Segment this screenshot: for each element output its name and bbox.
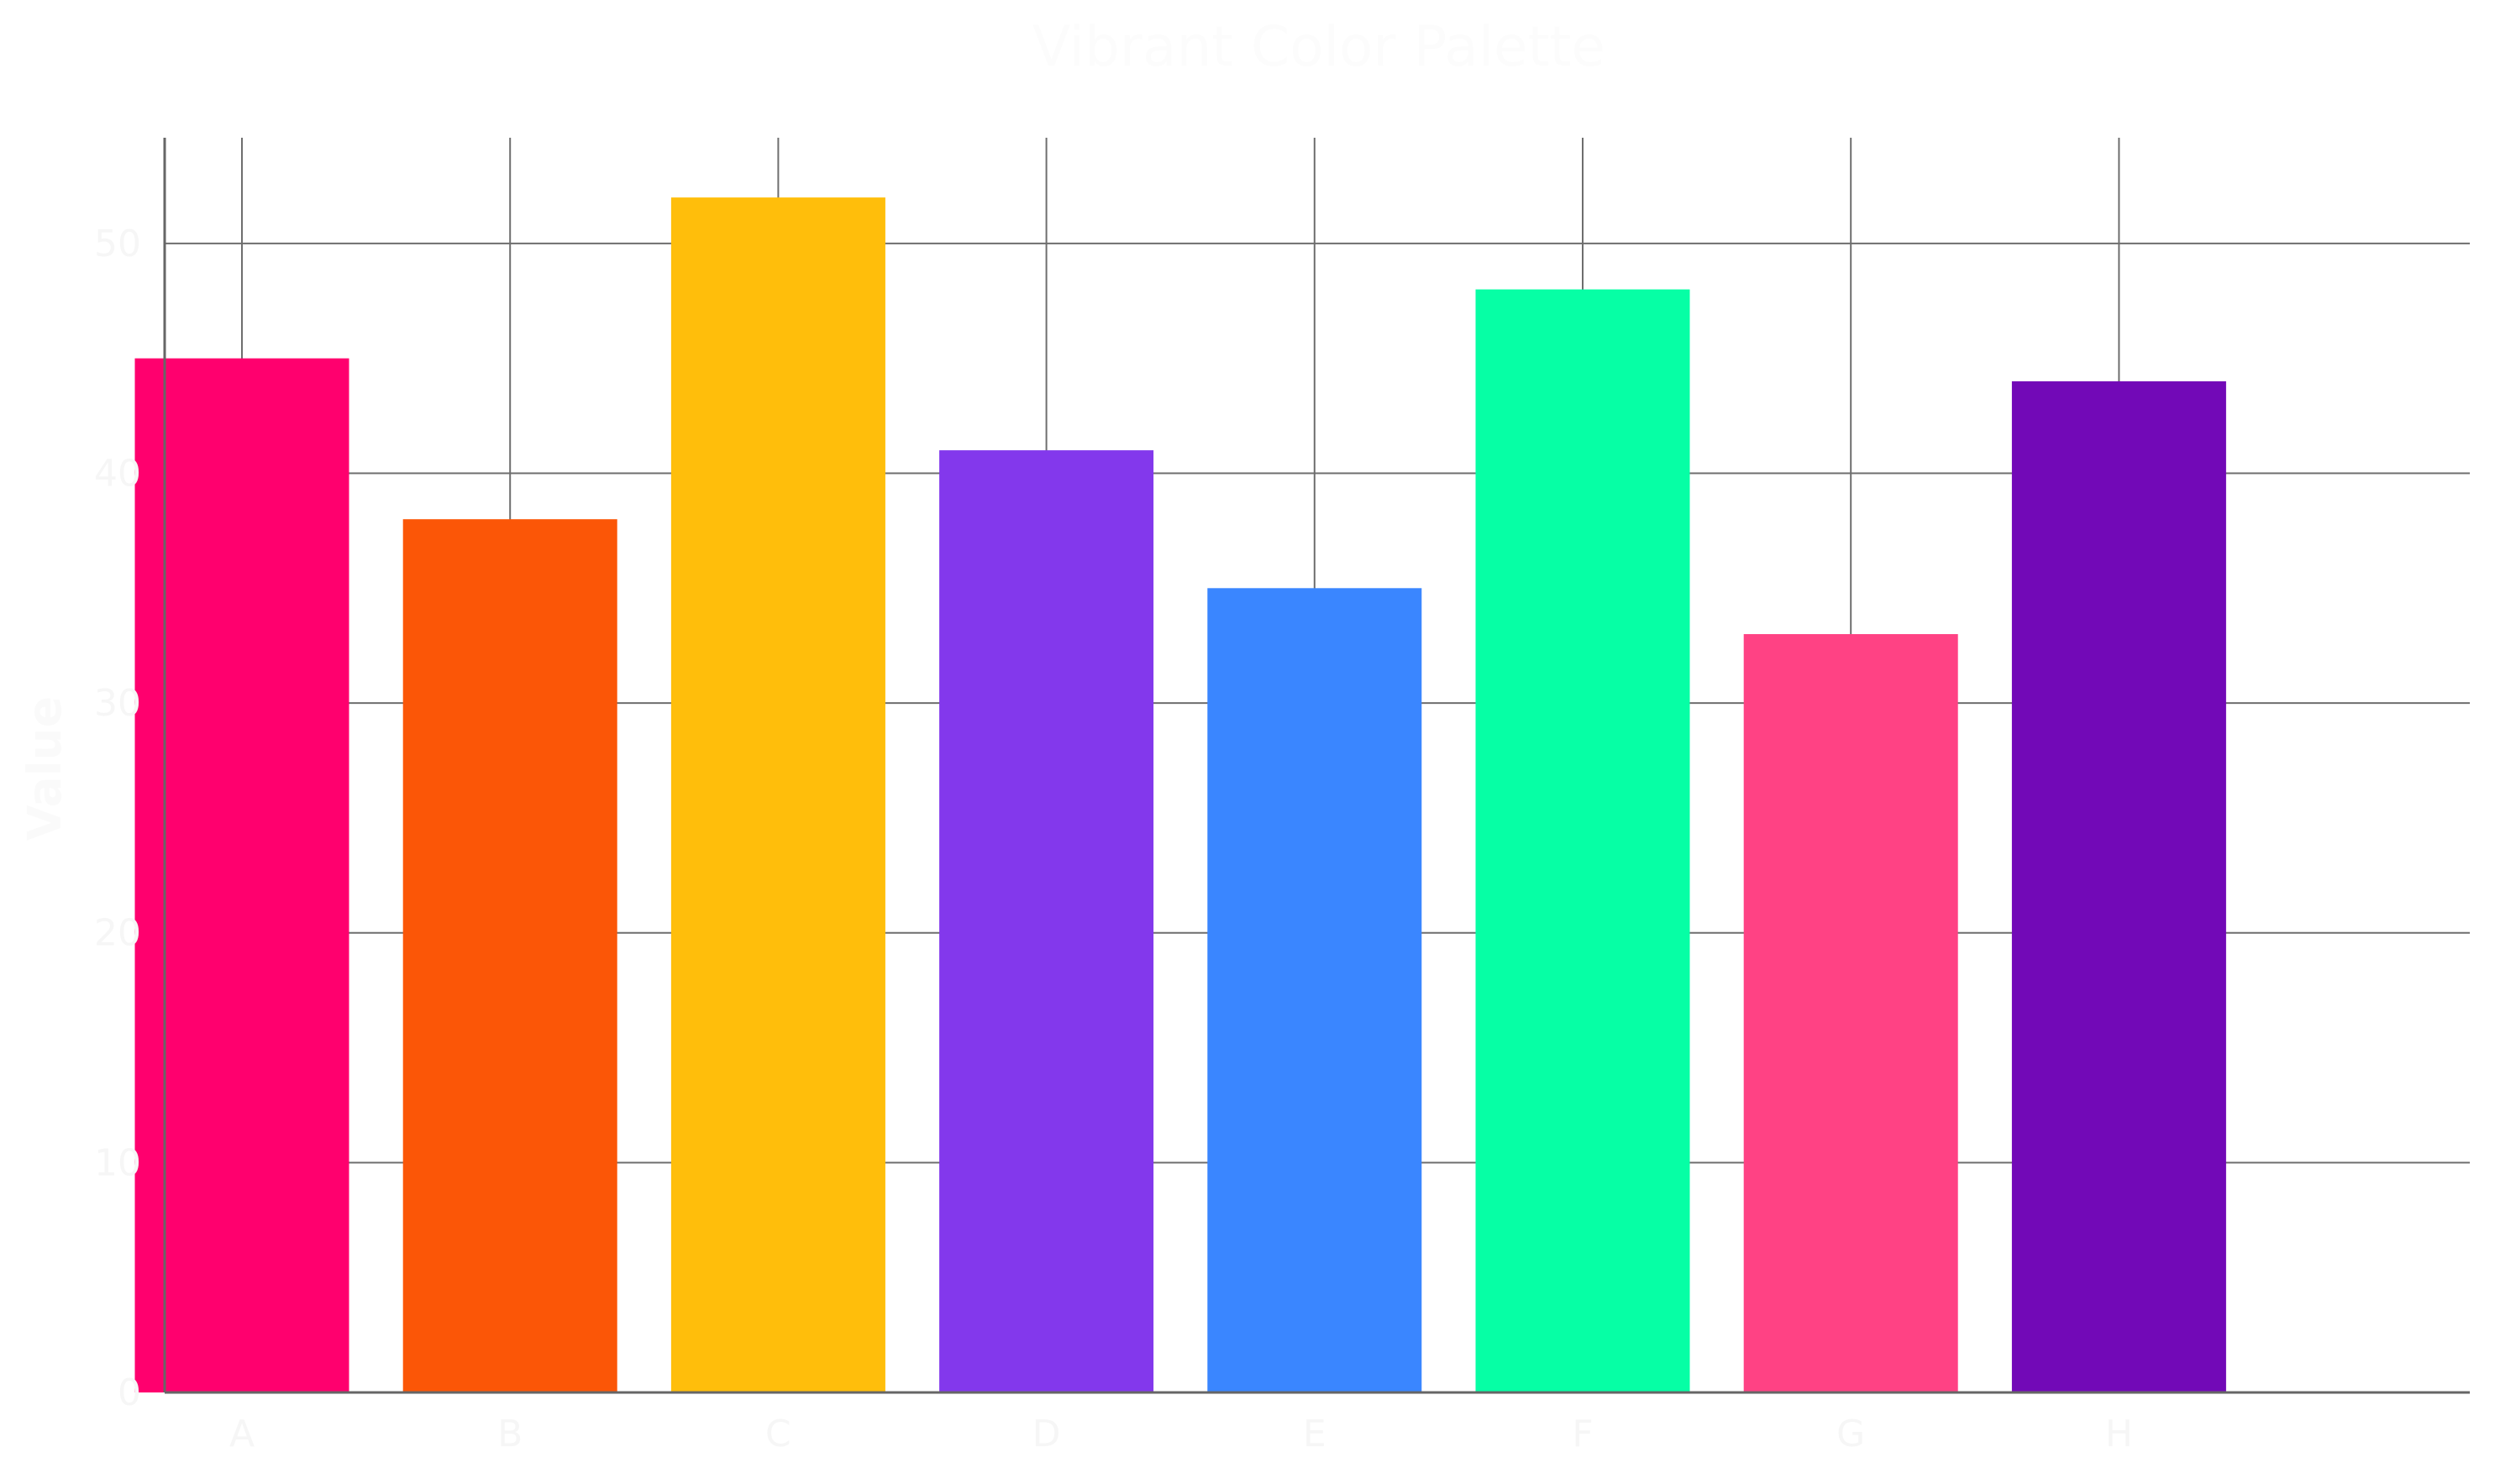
bar-C xyxy=(670,197,885,1393)
bar-E xyxy=(1207,588,1422,1392)
bar-D xyxy=(939,450,1154,1393)
x-tick-label: B xyxy=(497,1413,523,1455)
y-tick-label: 40 xyxy=(94,452,141,495)
bar-G xyxy=(1743,634,1958,1392)
axes xyxy=(163,138,2470,1394)
y-tick-label: 50 xyxy=(94,223,141,265)
x-tick-label: F xyxy=(1572,1413,1593,1455)
y-tick-label: 30 xyxy=(94,682,141,725)
bar-H xyxy=(2011,381,2226,1392)
x-tick-label: H xyxy=(2105,1413,2133,1455)
bar-A xyxy=(134,358,349,1393)
bars xyxy=(134,197,2226,1393)
y-tick-label: 10 xyxy=(94,1141,141,1184)
chart-title: Vibrant Color Palette xyxy=(1032,14,1605,79)
x-tick-label: G xyxy=(1836,1413,1865,1455)
y-ticks: 0 10 20 30 40 50 xyxy=(94,223,141,1414)
x-tick-label: E xyxy=(1303,1413,1326,1455)
x-tick-label: D xyxy=(1032,1413,1061,1455)
bar-F xyxy=(1475,289,1690,1393)
x-ticks: A B C D E F G H xyxy=(229,1413,2133,1455)
y-tick-label: 20 xyxy=(94,912,141,955)
bar-B xyxy=(402,519,617,1393)
y-axis-label: Value xyxy=(18,696,71,841)
x-tick-label: C xyxy=(765,1413,791,1455)
y-tick-label: 0 xyxy=(118,1371,141,1414)
x-tick-label: A xyxy=(229,1413,255,1455)
